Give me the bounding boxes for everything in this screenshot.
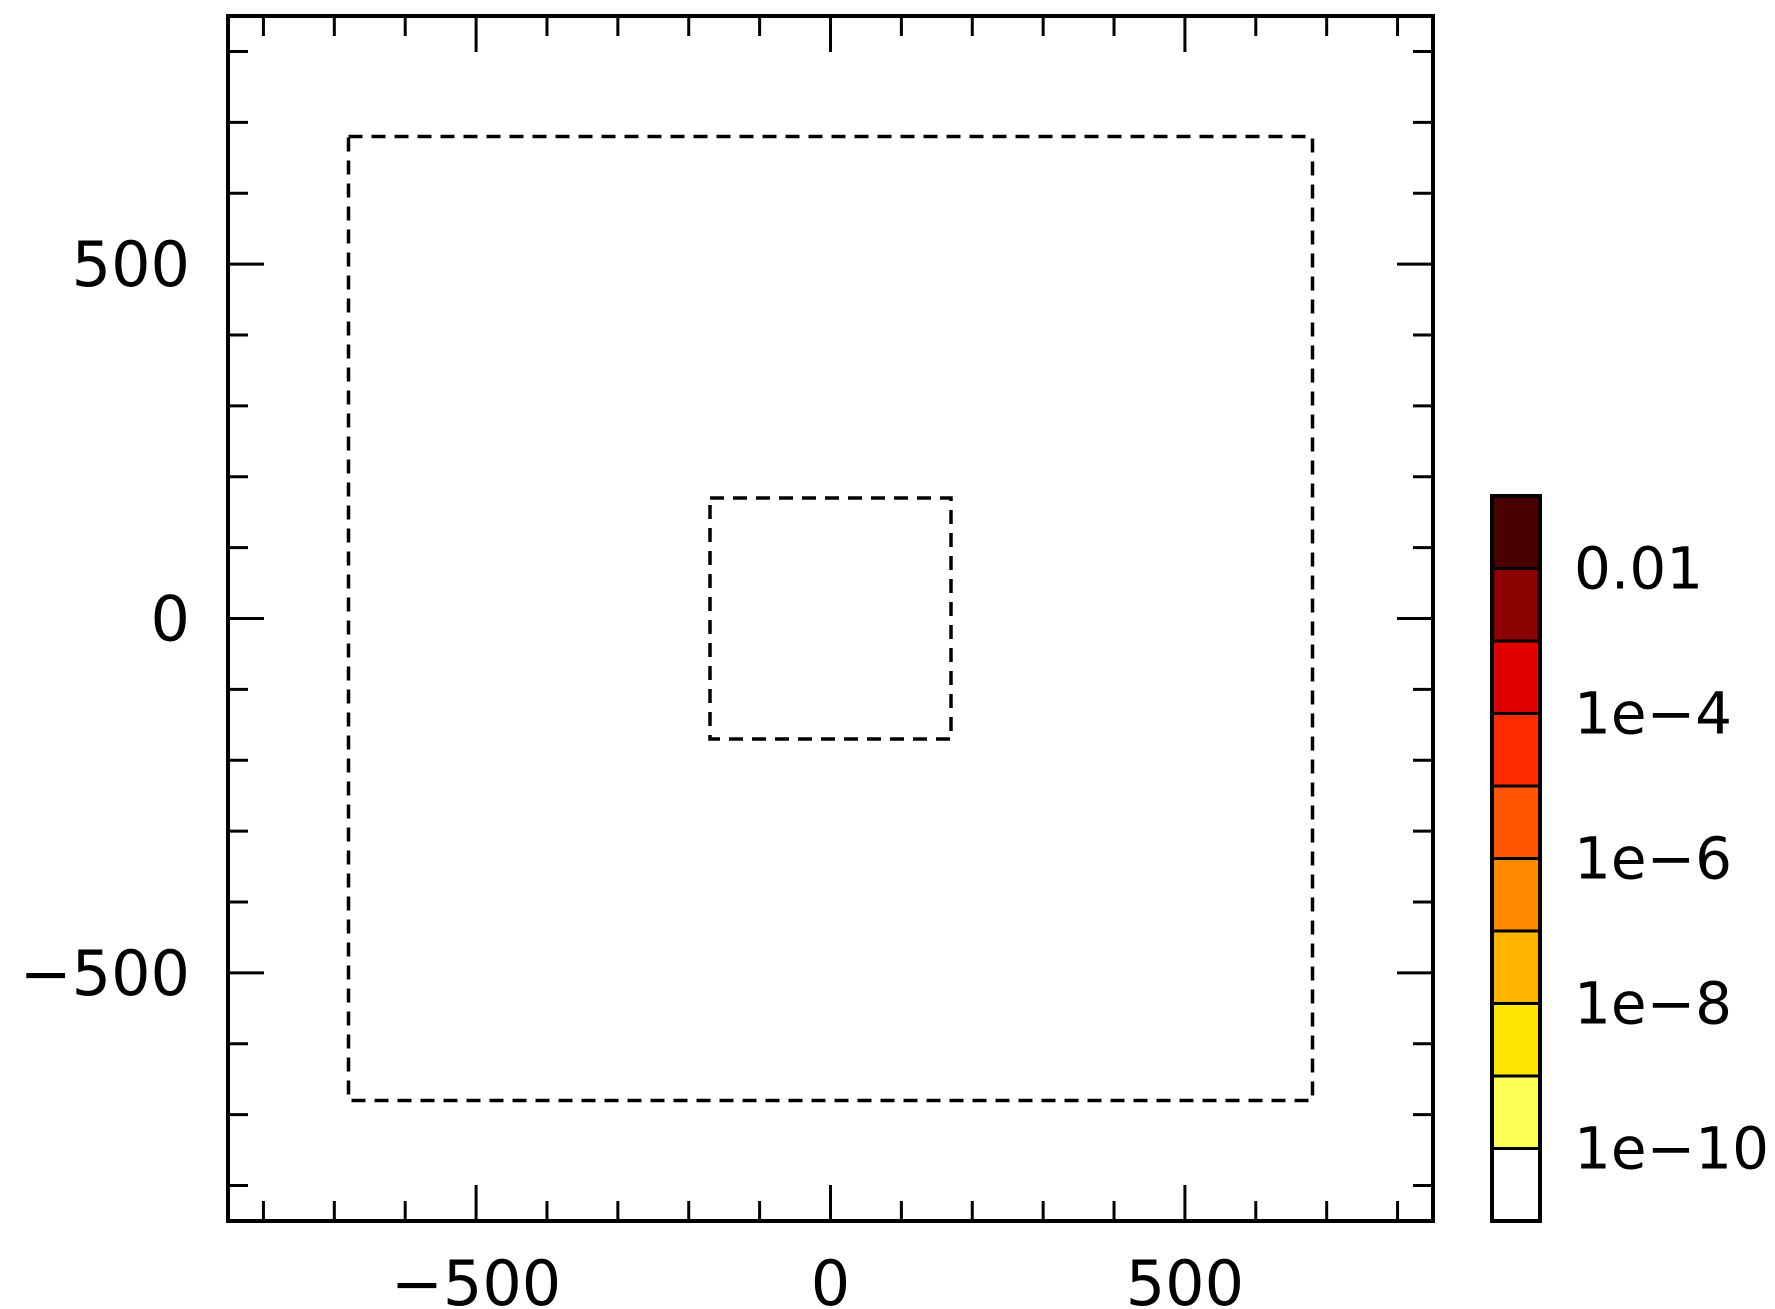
colorbar-bin xyxy=(1490,929,1542,1005)
dashed-region-2 xyxy=(708,496,953,741)
colorbar-bin xyxy=(1490,1002,1542,1078)
y-tick-label: 0 xyxy=(151,583,190,656)
colorbar-frame xyxy=(1490,494,1542,1223)
colorbar-label: 1e−8 xyxy=(1574,970,1732,1038)
plot-area xyxy=(346,134,1315,1103)
colorbar-bin xyxy=(1490,712,1542,788)
axes: −500 0 500 −500 0 500 xyxy=(20,14,1435,1309)
colorbar-label: 0.01 xyxy=(1574,535,1703,603)
colorbar-bin xyxy=(1490,1074,1542,1150)
y-tick-label: 500 xyxy=(72,228,190,301)
colorbar-bin xyxy=(1490,857,1542,933)
colorbar-label: 1e−4 xyxy=(1574,680,1732,748)
plot-frame xyxy=(226,14,1435,1223)
colorbar-bin xyxy=(1490,1147,1542,1223)
colorbar-label: 1e−10 xyxy=(1574,1115,1769,1183)
x-tick-label: 500 xyxy=(1126,1247,1244,1309)
colorbar-bin xyxy=(1490,567,1542,643)
colorbar-bin xyxy=(1490,639,1542,715)
y-tick-label: −500 xyxy=(20,937,190,1010)
x-tick-label: 0 xyxy=(811,1247,850,1309)
x-tick-label: −500 xyxy=(391,1247,561,1309)
dashed-region-1 xyxy=(346,134,1315,1103)
colorbar-label: 1e−6 xyxy=(1574,825,1732,893)
colorbar-bin xyxy=(1490,494,1542,570)
colorbar: 1e−10 1e−8 1e−6 1e−4 0.01 xyxy=(1490,494,1769,1223)
colorbar-bin xyxy=(1490,784,1542,860)
